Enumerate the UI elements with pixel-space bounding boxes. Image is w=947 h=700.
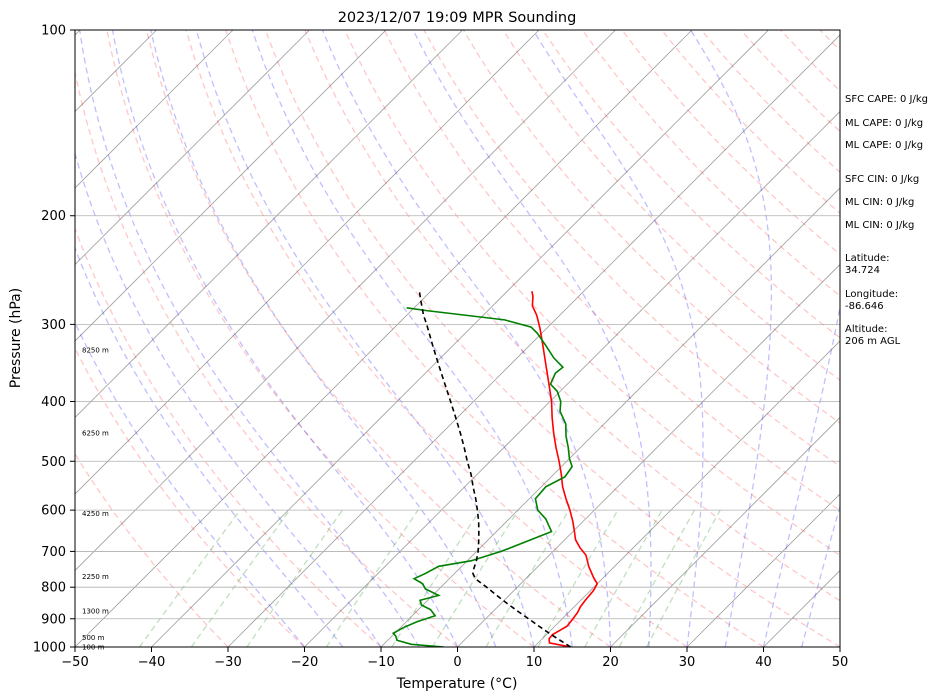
longitude-label: Longitude: [845, 289, 898, 300]
x-tick-label: 10 [526, 655, 543, 670]
moist-adiabat-line [75, 151, 382, 647]
y-tick-label: 300 [41, 318, 66, 333]
height-label: 8250 m [82, 346, 109, 354]
x-tick-label: −30 [214, 655, 241, 670]
dry-adiabat-line [75, 226, 382, 647]
x-axis-title: Temperature (°C) [396, 676, 518, 692]
ml-cape-text-2: ML CAPE: 0 J/kg [845, 140, 923, 151]
pressure-gridlines [75, 30, 840, 647]
dry-adiabat-line [145, 30, 611, 647]
dry-adiabat-line [185, 30, 688, 647]
parcel-line [418, 291, 572, 647]
x-tick-label: 50 [832, 655, 849, 670]
y-tick-label: 800 [41, 581, 66, 596]
isotherm-line [457, 263, 840, 647]
x-tick-label: −10 [367, 655, 394, 670]
profile-lines [391, 290, 599, 647]
y-tick-label: 200 [41, 209, 66, 224]
dry-adiabat-line [344, 30, 840, 556]
moist-adiabat-line [251, 30, 573, 647]
y-tick-label: 1000 [33, 641, 66, 656]
isotherm-line [686, 493, 840, 647]
latitude-value: 34.724 [845, 265, 880, 276]
isotherm-line [151, 30, 769, 647]
dry-adiabat-line [264, 30, 840, 647]
mixing-ratio-line [618, 509, 696, 647]
dry-adiabat-line [106, 30, 535, 647]
isotherm-line [533, 340, 840, 647]
dry-adiabat-line [75, 346, 305, 647]
ml-cin-text-2: ML CIN: 0 J/kg [845, 220, 914, 231]
ml-cin-text: ML CIN: 0 J/kg [845, 197, 914, 208]
y-tick-label: 100 [41, 24, 66, 39]
y-tick-label: 900 [41, 612, 66, 627]
dry-adiabat-line [383, 30, 840, 512]
mixing-ratio-line [584, 509, 663, 647]
reference-lines [75, 30, 840, 647]
longitude-value: -86.646 [845, 301, 884, 312]
y-tick-label: 700 [41, 545, 66, 560]
moist-adiabat-line [762, 304, 840, 647]
moist-adiabat-line [532, 30, 704, 647]
y-tick-label: 400 [41, 395, 66, 410]
x-tick-label: −50 [61, 655, 88, 670]
moist-adiabat-line [111, 30, 459, 647]
sfc-cape-text: SFC CAPE: 0 J/kg [845, 94, 928, 105]
isotherm-line [610, 416, 840, 647]
x-tick-label: −40 [138, 655, 165, 670]
moist-adiabat-line [79, 30, 420, 647]
moist-adiabat-line [195, 30, 535, 647]
mixing-ratio-line [537, 509, 619, 647]
x-tick-label: 40 [755, 655, 772, 670]
height-label: 1300 m [82, 608, 109, 616]
isotherm-line [304, 110, 840, 647]
mixing-ratio-line [646, 509, 721, 647]
x-axis-ticks: −50 −40 −30 −20 −10 0 10 20 30 40 50 [61, 647, 848, 670]
y-tick-label: 500 [41, 455, 66, 470]
isotherm-line [75, 30, 540, 495]
moist-adiabat-line [321, 30, 612, 647]
moist-adiabat-line [690, 30, 773, 647]
moist-adiabat-line [412, 30, 652, 647]
isotherm-line [380, 187, 840, 647]
side-panel: SFC CAPE: 0 J/kg ML CAPE: 0 J/kg ML CAPE… [845, 94, 928, 347]
height-label: 4250 m [82, 510, 109, 518]
height-label: 2250 m [82, 573, 109, 581]
y-axis-title: Pressure (hPa) [8, 288, 24, 388]
x-tick-label: 0 [453, 655, 461, 670]
isotherm-line [75, 30, 310, 266]
altitude-label: Altitude: [845, 324, 887, 335]
isotherm-line [75, 30, 387, 342]
sfc-cin-text: SFC CIN: 0 J/kg [845, 174, 919, 185]
height-label: 6250 m [82, 430, 109, 438]
chart-title: 2023/12/07 19:09 MPR Sounding [338, 10, 577, 26]
isotherm-line [75, 30, 616, 572]
latitude-label: Latitude: [845, 253, 890, 264]
temperature-line [531, 290, 599, 647]
height-label: 500 m [82, 634, 105, 642]
y-tick-label: 600 [41, 504, 66, 519]
x-tick-label: 30 [679, 655, 696, 670]
ml-cape-text: ML CAPE: 0 J/kg [845, 118, 923, 129]
moist-adiabat-line [801, 504, 840, 647]
isotherm-line [75, 30, 463, 419]
dry-adiabat-line [304, 30, 840, 602]
isotherm-line [75, 30, 234, 189]
y-axis-ticks: 100 200 300 400 500 600 700 800 900 1000 [33, 24, 75, 656]
altitude-value: 206 m AGL [845, 336, 901, 347]
dry-adiabat-line [75, 69, 458, 647]
dry-adiabat-line [423, 30, 840, 468]
moist-adiabat-line [75, 246, 344, 647]
x-tick-label: −20 [291, 655, 318, 670]
mixing-ratio-line [485, 509, 570, 647]
x-tick-label: 20 [602, 655, 619, 670]
moist-adiabat-line [150, 30, 497, 647]
isotherm-line [75, 30, 693, 647]
isotherm-line [227, 34, 840, 647]
dewpoint-line [391, 307, 574, 647]
